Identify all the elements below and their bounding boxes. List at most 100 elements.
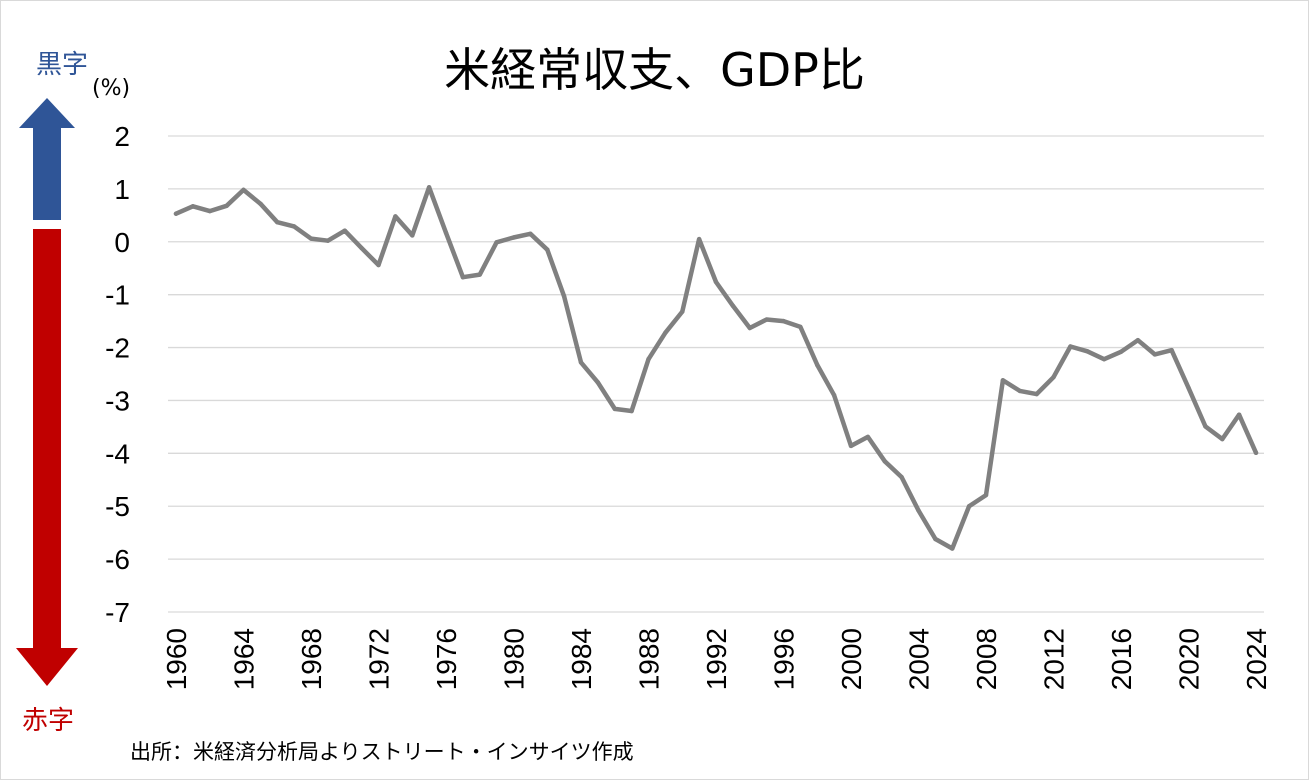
data-point: [1236, 412, 1242, 417]
data-point: [1220, 436, 1225, 442]
data-point: [308, 236, 314, 241]
x-tick-labels: 1960 1964 1968 1972 1976 1980 1984 1988 1992 1996…: [161, 628, 1272, 690]
y-tick-label: -2: [105, 333, 130, 364]
x-tick-label: 1960: [161, 628, 192, 690]
deficit-label: 赤字: [22, 706, 75, 736]
y-tick-labels: 2 1 0 -1 -2 -3 -4 -5 -6 -7: [105, 121, 130, 628]
x-tick-label: 2000: [836, 628, 867, 690]
data-point: [1186, 385, 1191, 390]
data-point: [494, 240, 499, 245]
x-tick-label: 2012: [1039, 628, 1070, 690]
y-tick-label: -3: [105, 385, 130, 416]
data-point: [410, 233, 415, 238]
data-point: [1085, 349, 1090, 354]
data-point: [696, 236, 702, 242]
data-point: [831, 392, 837, 398]
data-point: [578, 360, 584, 365]
data-point: [1152, 352, 1157, 357]
data-point: [207, 208, 212, 214]
data-point: [545, 247, 550, 252]
y-tick-label: -6: [105, 544, 130, 575]
data-point: [477, 272, 482, 277]
data-point: [966, 504, 972, 509]
data-point: [275, 220, 280, 225]
data-point: [933, 536, 938, 542]
y-tick-label: -5: [105, 491, 130, 522]
data-point: [730, 303, 736, 308]
gridlines: [168, 135, 1264, 613]
data-point: [629, 408, 634, 414]
data-point: [1169, 348, 1174, 353]
x-tick-label: 2004: [904, 628, 935, 690]
x-tick-label: 1976: [431, 628, 462, 690]
data-point: [1034, 391, 1039, 397]
data-point: [511, 235, 516, 240]
data-point: [680, 309, 685, 314]
y-tick-label: 2: [114, 121, 130, 152]
data-point: [393, 214, 398, 219]
data-point: [781, 318, 786, 324]
data-point: [747, 325, 752, 331]
data-point: [173, 211, 179, 216]
x-tick-label: 1996: [769, 628, 800, 690]
data-point: [561, 294, 567, 299]
x-tick-label: 1980: [499, 628, 530, 690]
deficit-arrow: [16, 229, 78, 686]
surplus-deficit-arrows: [16, 98, 78, 686]
series-group: [173, 185, 1259, 551]
y-unit-label: (%): [92, 76, 131, 101]
data-point: [798, 324, 803, 330]
y-tick-label: 0: [114, 227, 130, 258]
data-point: [241, 187, 246, 193]
x-tick-label: 1968: [296, 628, 327, 690]
x-tick-label: 1992: [701, 628, 732, 690]
data-point: [1135, 337, 1141, 343]
data-point: [1101, 356, 1107, 362]
data-point: [224, 203, 229, 209]
data-point: [291, 224, 297, 229]
data-point: [1203, 424, 1208, 429]
data-point: [612, 406, 617, 412]
x-tick-label: 1972: [364, 628, 395, 690]
surplus-arrow: [19, 98, 75, 220]
x-tick-label: 1988: [634, 628, 665, 690]
data-point: [460, 275, 466, 280]
data-point: [258, 201, 263, 206]
y-tick-label: 1: [114, 174, 130, 205]
chart-title: 米経常収支、GDP比: [444, 43, 865, 97]
data-point: [595, 380, 601, 385]
data-point: [815, 362, 820, 368]
data-point: [1253, 450, 1259, 456]
data-point: [1000, 378, 1006, 383]
x-tick-label: 2020: [1174, 628, 1205, 690]
data-point: [443, 230, 449, 235]
data-point: [646, 356, 651, 362]
data-point: [764, 317, 769, 322]
x-tick-label: 2024: [1241, 628, 1272, 690]
data-point: [190, 204, 196, 209]
data-point: [983, 492, 989, 498]
x-tick-label: 2016: [1106, 628, 1137, 690]
data-point: [882, 459, 887, 464]
data-point: [848, 443, 854, 449]
x-tick-label: 2008: [971, 628, 1002, 690]
data-point: [1068, 344, 1073, 349]
x-tick-label: 1984: [566, 628, 597, 690]
data-point: [713, 279, 719, 285]
source-note: 出所：米経済分析局よりストリート・インサイツ作成: [130, 740, 634, 764]
data-point: [899, 474, 904, 480]
data-point: [359, 245, 364, 251]
y-tick-label: -7: [105, 597, 130, 628]
data-point: [528, 231, 533, 237]
y-tick-label: -4: [105, 438, 130, 469]
data-point: [376, 262, 381, 268]
data-point: [1118, 349, 1124, 354]
data-point: [916, 508, 921, 513]
data-point: [342, 228, 347, 233]
surplus-label: 黒字: [36, 50, 89, 80]
data-point: [865, 434, 871, 440]
y-tick-label: -1: [105, 280, 130, 311]
data-point: [950, 546, 955, 551]
data-point: [325, 238, 331, 243]
